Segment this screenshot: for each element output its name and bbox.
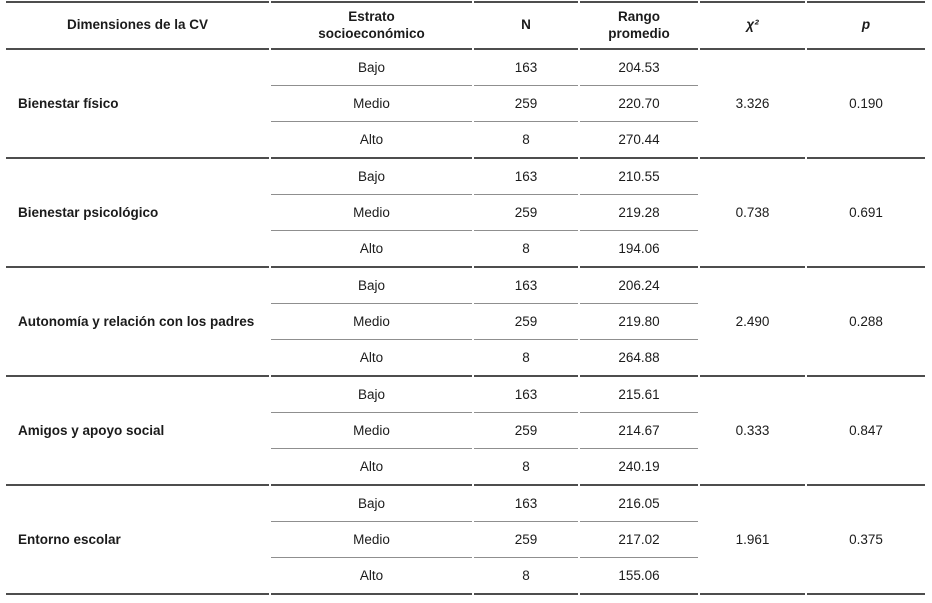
n-cell: 8 xyxy=(474,449,578,486)
rango-promedio-cell: 204.53 xyxy=(580,50,698,86)
chi-squared-cell: 2.490 xyxy=(700,268,805,377)
p-value-cell: 0.847 xyxy=(807,377,925,486)
dimension-cell: Bienestar físico xyxy=(6,50,269,159)
chi-squared-cell: 0.738 xyxy=(700,159,805,268)
header-row: Dimensiones de la CV Estrato socioeconóm… xyxy=(6,1,925,50)
table-row: Amigos y apoyo social Bajo 163 215.61 0.333 0… xyxy=(6,377,925,486)
rango-promedio-cell: 214.67 xyxy=(580,413,698,449)
table-row: Alto 8 270.44 xyxy=(6,122,925,159)
estrato-cell: Medio xyxy=(271,195,472,231)
quality-of-life-stats-table: Dimensiones de la CV Estrato socioeconóm… xyxy=(4,1,927,595)
table-body: Bienestar físico Bajo 163 204.53 3.326 0.190 M… xyxy=(6,50,925,595)
rango-promedio-cell: 270.44 xyxy=(580,122,698,159)
chi-squared-cell: 0.333 xyxy=(700,377,805,486)
table-row: Medio 259 219.28 xyxy=(6,195,925,231)
table-row: Alto 8 264.88 xyxy=(6,340,925,377)
table-row: Alto 8 155.06 xyxy=(6,558,925,595)
n-cell: 163 xyxy=(474,486,578,522)
estrato-cell: Alto xyxy=(271,231,472,268)
rango-promedio-cell: 216.05 xyxy=(580,486,698,522)
p-value-cell: 0.691 xyxy=(807,159,925,268)
dimension-cell: Bienestar psicológico xyxy=(6,159,269,268)
rango-promedio-cell: 210.55 xyxy=(580,159,698,195)
n-cell: 8 xyxy=(474,122,578,159)
estrato-cell: Medio xyxy=(271,522,472,558)
header-dimensiones: Dimensiones de la CV xyxy=(6,1,269,50)
n-cell: 163 xyxy=(474,377,578,413)
n-cell: 8 xyxy=(474,340,578,377)
estrato-cell: Alto xyxy=(271,122,472,159)
table-row: Medio 259 217.02 xyxy=(6,522,925,558)
table-row: Bienestar psicológico Bajo 163 210.55 0.738 0… xyxy=(6,159,925,268)
table-row: Alto 8 240.19 xyxy=(6,449,925,486)
dimension-cell: Entorno escolar xyxy=(6,486,269,595)
estrato-cell: Bajo xyxy=(271,486,472,522)
n-cell: 259 xyxy=(474,86,578,122)
n-cell: 8 xyxy=(474,231,578,268)
table-row: Bienestar físico Bajo 163 204.53 3.326 0.190 xyxy=(6,50,925,159)
n-cell: 259 xyxy=(474,304,578,340)
n-cell: 163 xyxy=(474,159,578,195)
estrato-cell: Alto xyxy=(271,449,472,486)
estrato-cell: Alto xyxy=(271,558,472,595)
n-cell: 259 xyxy=(474,195,578,231)
p-value-cell: 0.375 xyxy=(807,486,925,595)
dimension-cell: Autonomía y relación con los padres xyxy=(6,268,269,377)
estrato-cell: Medio xyxy=(271,413,472,449)
rango-promedio-cell: 194.06 xyxy=(580,231,698,268)
table-row: Autonomía y relación con los padres Bajo 1… xyxy=(6,268,925,377)
n-cell: 163 xyxy=(474,268,578,304)
table-row: Medio 259 220.70 xyxy=(6,86,925,122)
table-row: Medio 259 219.80 xyxy=(6,304,925,340)
p-value-cell: 0.288 xyxy=(807,268,925,377)
header-rango-promedio: Rango promedio xyxy=(580,1,698,50)
table-row: Alto 8 194.06 xyxy=(6,231,925,268)
rango-promedio-cell: 217.02 xyxy=(580,522,698,558)
rango-promedio-cell: 264.88 xyxy=(580,340,698,377)
rango-promedio-cell: 220.70 xyxy=(580,86,698,122)
rango-promedio-cell: 155.06 xyxy=(580,558,698,595)
estrato-cell: Bajo xyxy=(271,159,472,195)
estrato-cell: Bajo xyxy=(271,377,472,413)
n-cell: 163 xyxy=(474,50,578,86)
table-row: Entorno escolar Bajo 163 216.05 1.961 0.375 xyxy=(6,486,925,595)
estrato-cell: Medio xyxy=(271,304,472,340)
estrato-cell: Bajo xyxy=(271,268,472,304)
header-estrato: Estrato socioeconómico xyxy=(271,1,472,50)
header-p-value: p xyxy=(807,1,925,50)
table-row: Medio 259 214.67 xyxy=(6,413,925,449)
chi-squared-cell: 3.326 xyxy=(700,50,805,159)
rango-promedio-cell: 240.19 xyxy=(580,449,698,486)
rango-promedio-cell: 215.61 xyxy=(580,377,698,413)
chi-squared-cell: 1.961 xyxy=(700,486,805,595)
rango-promedio-cell: 219.80 xyxy=(580,304,698,340)
n-cell: 259 xyxy=(474,413,578,449)
p-value-cell: 0.190 xyxy=(807,50,925,159)
dimension-cell: Amigos y apoyo social xyxy=(6,377,269,486)
estrato-cell: Alto xyxy=(271,340,472,377)
estrato-cell: Medio xyxy=(271,86,472,122)
rango-promedio-cell: 219.28 xyxy=(580,195,698,231)
n-cell: 8 xyxy=(474,558,578,595)
estrato-cell: Bajo xyxy=(271,50,472,86)
header-n: N xyxy=(474,1,578,50)
rango-promedio-cell: 206.24 xyxy=(580,268,698,304)
n-cell: 259 xyxy=(474,522,578,558)
header-chi-squared: χ² xyxy=(700,1,805,50)
